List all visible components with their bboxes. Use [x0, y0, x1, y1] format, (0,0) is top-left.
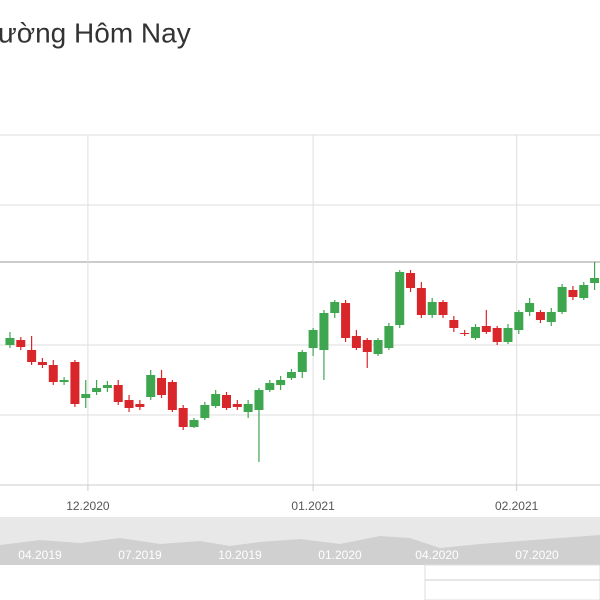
candle-body — [124, 400, 134, 408]
candle-body — [232, 404, 242, 407]
candle-body — [265, 383, 275, 390]
candle-body — [470, 327, 480, 338]
candle-body — [5, 338, 15, 345]
candle-body — [319, 313, 329, 350]
candle-body — [254, 390, 264, 410]
candle-body — [438, 302, 448, 315]
candle-body — [113, 385, 123, 402]
candle-body — [211, 394, 221, 406]
candle-body — [449, 320, 459, 328]
candle-body — [37, 362, 47, 365]
navigator — [0, 517, 600, 600]
candle-body — [416, 288, 426, 315]
navigator-area — [0, 535, 600, 565]
candle-body — [373, 340, 383, 354]
x-tick-label: 01.2021 — [291, 499, 335, 513]
navigator-label: 07.2020 — [515, 548, 559, 562]
candle-body — [460, 333, 470, 334]
x-tick-label: 02.2021 — [495, 499, 539, 513]
candle-body — [276, 380, 286, 385]
candle-body — [48, 365, 58, 382]
candle-body — [427, 302, 437, 315]
candle-body — [308, 330, 318, 348]
candle-body — [568, 290, 578, 297]
candle-body — [546, 312, 556, 322]
candle-body — [178, 408, 188, 427]
candle-body — [330, 302, 340, 313]
navigator-label: 07.2019 — [118, 548, 162, 562]
candle-body — [157, 378, 167, 395]
candle-body — [362, 340, 372, 352]
navigator-label: 10.2019 — [218, 548, 262, 562]
candle-body — [167, 382, 177, 410]
candle-body — [221, 395, 231, 408]
navigator-label: 01.2020 — [318, 548, 362, 562]
candle-body — [146, 375, 156, 397]
candle-body — [102, 385, 112, 388]
candle-body — [492, 328, 502, 342]
scrollbar-track — [424, 564, 600, 600]
candle-body — [514, 312, 524, 330]
candle-body — [189, 420, 199, 427]
candle-body — [200, 405, 210, 418]
candle-body — [341, 303, 351, 338]
candle-body — [70, 362, 80, 404]
candle-body — [395, 272, 405, 325]
candle-body — [135, 404, 145, 407]
chart-title: ường Hôm Nay — [0, 17, 191, 48]
x-tick-label: 12.2020 — [66, 499, 110, 513]
candle-body — [525, 303, 535, 312]
candle-body — [384, 326, 394, 348]
candle-body — [590, 278, 600, 283]
candle-body — [351, 336, 361, 348]
candle-body — [81, 394, 91, 398]
candle-body — [503, 328, 513, 342]
candle-body — [243, 404, 253, 412]
candle-body — [406, 273, 416, 288]
candle-body — [481, 326, 491, 332]
candle-body — [297, 352, 307, 372]
candle-body — [92, 388, 102, 392]
candle-body — [59, 380, 69, 382]
candle-body — [579, 285, 589, 298]
navigator-label: 04.2019 — [18, 548, 62, 562]
candle-body — [557, 287, 567, 312]
candle-body — [27, 350, 37, 362]
candle-body — [286, 372, 296, 378]
navigator-label: 04.2020 — [415, 548, 459, 562]
candle-body — [535, 312, 545, 320]
candle-body — [16, 340, 26, 347]
